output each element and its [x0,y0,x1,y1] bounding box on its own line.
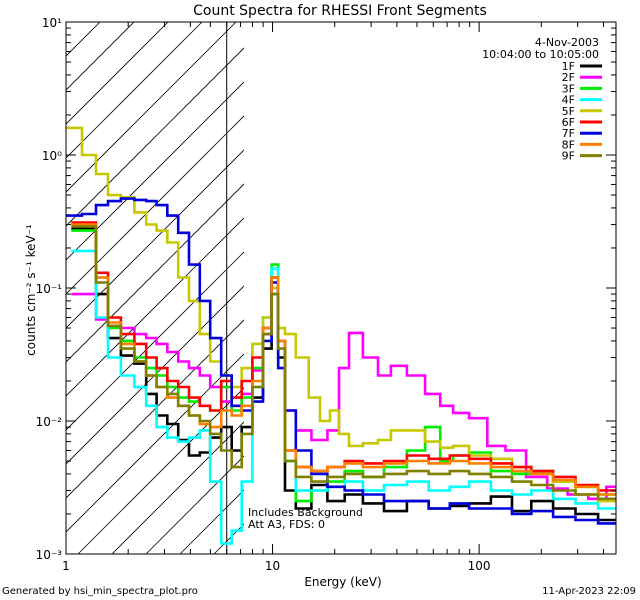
hatch-line [66,22,67,23]
legend-label-2F: 2F [562,71,575,84]
hatch-line [316,0,640,554]
legend-label-8F: 8F [562,138,575,151]
hatch-line [66,81,244,261]
series-group [66,126,616,545]
hatch-line [0,0,26,554]
series-2F [71,292,616,501]
y-tick-label: 10⁻² [36,415,63,429]
legend-label-5F: 5F [562,105,575,118]
hatch-line [66,47,244,227]
series-9F [71,225,616,501]
series-4F [71,249,616,545]
date-label: 4-Nov-2003 [535,36,599,49]
footer-timestamp: 11-Apr-2023 22:09 [542,586,636,597]
time-range-label: 10:04:00 to 10:05:00 [482,48,599,61]
legend-label-6F: 6F [562,116,575,129]
hatch-line [145,455,244,554]
y-tick-label: 10¹ [42,16,62,30]
hatch-line [66,149,244,329]
hatch-line [66,22,169,125]
y-tick-labels: 10⁻³ 10⁻² 10⁻¹ 10⁰ 10¹ [36,16,63,562]
hatch-line [66,319,244,499]
x-tick-label: 10 [265,559,280,573]
hatch-line [66,22,237,193]
footer-generator: Generated by hsi_min_spectra_plot.pro [2,586,198,597]
x-tick-label: 100 [468,559,491,573]
axis-ticks [65,22,616,555]
hatch-line [111,421,244,554]
annotation-background: Includes Background [248,506,363,519]
x-tick-labels: 1 10 100 [62,559,490,573]
hatch-line [248,0,640,554]
hatch-line [66,217,244,397]
series-6F [71,221,616,492]
annotation-attenuator: Att A3, FDS: 0 [248,518,325,531]
legend-label-3F: 3F [562,82,575,95]
hatch-line [66,353,244,533]
hatch-line [66,22,135,91]
series-5F [66,126,616,503]
x-axis-label: Energy (keV) [304,575,381,589]
hatch-line [66,183,244,363]
x-tick-label: 1 [62,559,70,573]
chart-title: Count Spectra for RHESSI Front Segments [193,3,487,19]
hatch-line [66,22,203,159]
y-tick-label: 10⁻¹ [36,282,63,296]
hatch-line [66,251,244,431]
y-tick-label: 10⁻³ [36,548,63,562]
legend-label-9F: 9F [562,150,575,163]
hatch-line [77,387,244,554]
legend-label-1F: 1F [562,60,575,73]
y-axis-label: counts cm⁻² s⁻¹ keV⁻¹ [24,224,38,356]
series-8F [71,223,616,496]
legend-label-7F: 7F [562,127,575,140]
hatch-line [66,115,244,295]
legend-label-4F: 4F [562,94,575,107]
y-tick-label: 10⁰ [42,149,62,163]
